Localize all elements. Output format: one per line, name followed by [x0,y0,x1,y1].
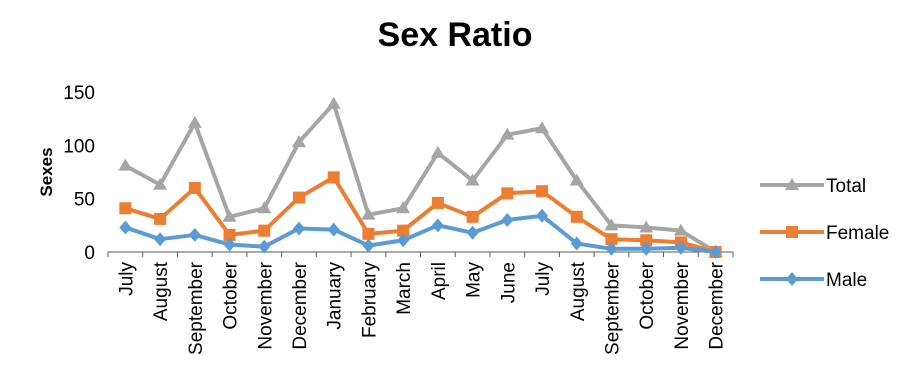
x-tick-label: August [151,261,172,321]
x-tick-label: November [672,261,693,349]
data-point-male [397,233,410,248]
y-tick-label: 50 [74,190,95,211]
series-male [119,208,722,259]
y-axis-ticks: 0 50 100 150 [63,83,95,264]
data-point-female [188,182,201,194]
data-point-female [362,227,375,240]
data-point-total [187,115,202,128]
data-point-male [223,237,236,252]
data-point-total [604,218,619,231]
chart-title: Sex Ratio [378,16,533,54]
x-tick-label: July [533,262,554,296]
x-tick-label: January [325,262,346,330]
data-point-female [536,185,549,198]
data-point-total [639,220,654,233]
series-group [118,96,723,259]
data-point-female [292,191,305,204]
data-point-female [119,202,132,215]
data-point-male [570,236,583,251]
data-point-female [223,228,236,241]
series-line-male [124,213,716,254]
series-line-total [124,101,717,254]
legend-marker-male [786,272,798,286]
data-point-total [396,201,411,214]
y-axis-label: Sexes [37,147,56,196]
x-tick-label: July [116,262,137,296]
x-tick-label: June [498,262,519,303]
data-point-male [258,239,271,254]
data-point-male [466,225,479,240]
data-point-total [569,173,584,186]
data-point-male [431,218,444,233]
x-tick-label: February [359,262,380,339]
legend-label-female: Female [826,223,889,244]
x-tick-label: May [464,262,485,298]
data-point-female [570,210,583,223]
y-tick-label: 100 [63,136,95,157]
data-point-female [154,212,167,225]
data-point-male [188,227,201,242]
data-point-total [257,201,272,214]
y-tick-label: 0 [84,243,95,264]
data-point-total [430,145,445,158]
axes [107,251,734,257]
data-point-male [709,245,722,259]
data-point-total [118,158,133,171]
legend-label-total: Total [826,176,866,197]
x-tick-label: December [707,261,728,349]
legend-marker-total [785,178,799,190]
legend: Total Female Male [760,176,889,291]
legend-item-female: Female [760,223,889,244]
x-tick-label: November [255,261,276,349]
data-point-male [605,241,618,256]
data-point-total [673,223,688,236]
data-point-total [326,96,341,109]
data-point-female [327,171,340,184]
x-tick-label: October [637,261,658,329]
data-point-total [361,207,376,220]
x-tick-label: September [602,261,623,355]
data-point-female [431,196,444,209]
data-point-female [466,210,479,223]
data-point-male [640,241,653,256]
legend-marker-female [786,226,798,238]
data-point-male [119,220,132,235]
data-point-total [500,127,515,140]
data-point-male [501,213,514,227]
x-tick-label: September [186,261,207,355]
x-tick-label: December [290,261,311,349]
data-point-male [362,238,375,253]
data-point-male [674,240,687,255]
x-tick-label: March [394,262,415,315]
data-point-total [291,135,306,148]
x-tick-label: April [429,262,450,300]
x-tick-label: August [568,261,589,321]
x-axis-ticks: July August September October November Decemb… [116,261,727,355]
legend-item-male: Male [760,270,867,291]
data-point-total [153,177,168,190]
series-female [119,171,722,258]
data-point-male [154,232,167,247]
legend-label-male: Male [826,270,867,291]
data-point-total [535,121,550,134]
legend-item-total: Total [760,176,866,197]
data-point-male [536,208,549,223]
y-tick-label: 150 [63,83,95,104]
data-point-female [501,187,514,200]
data-point-female [640,234,653,247]
data-point-female [397,224,410,237]
data-point-total [465,173,480,186]
data-point-female [605,233,618,246]
data-point-male [292,221,305,236]
data-point-total [222,209,237,222]
data-point-male [327,222,340,237]
data-point-female [258,224,271,237]
x-tick-label: October [221,261,242,329]
